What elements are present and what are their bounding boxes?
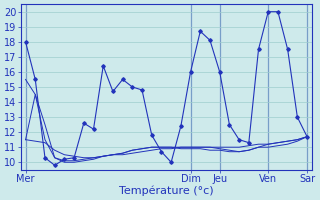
X-axis label: Température (°c): Température (°c) xyxy=(119,185,214,196)
